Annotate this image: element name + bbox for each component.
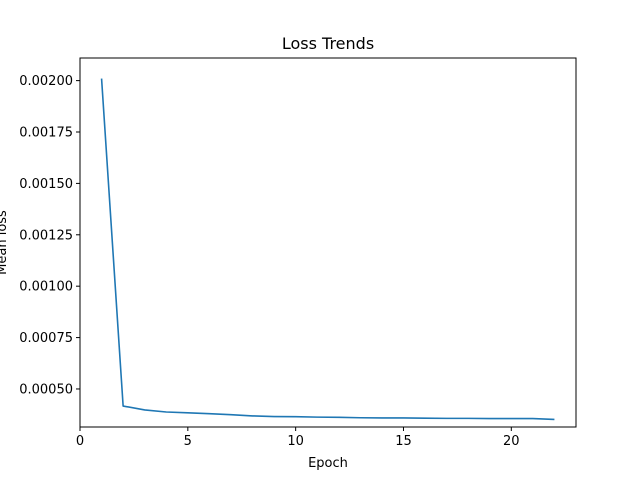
x-tick-label: 10	[287, 434, 304, 449]
axis-ticks: 0 5 10 15 20 0.00050 0.00075 0.00100 0.00125 0.00…	[19, 74, 519, 449]
y-tick-label: 0.00150	[19, 177, 73, 192]
x-tick-label: 20	[503, 434, 520, 449]
x-tick-label: 0	[76, 434, 84, 449]
series-line	[100, 78, 555, 421]
y-tick-label: 0.00100	[19, 280, 73, 295]
y-tick-label: 0.00075	[19, 331, 73, 346]
y-tick-label: 0.00200	[19, 74, 73, 89]
x-axis-label: Epoch	[308, 456, 348, 471]
axes-frame	[79, 57, 577, 428]
y-tick-label: 0.00125	[19, 228, 73, 243]
x-tick-label: 15	[395, 434, 412, 449]
chart-title: Loss Trends	[282, 34, 374, 53]
y-tick-label: 0.00175	[19, 126, 73, 141]
x-tick-label: 5	[184, 434, 192, 449]
y-axis-label: Mean loss	[0, 210, 10, 275]
y-tick-label: 0.00050	[19, 382, 73, 397]
plot-series	[100, 78, 555, 421]
